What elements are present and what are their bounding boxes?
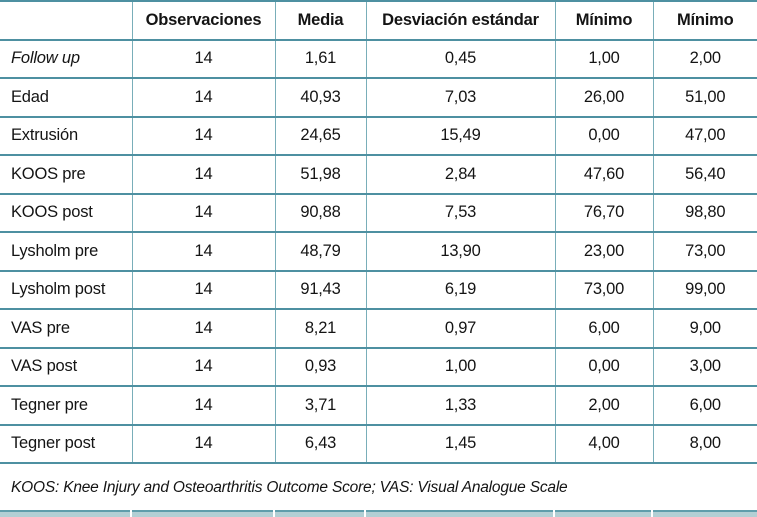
cell-minimo-2: 73,00 (652, 232, 757, 272)
cell-observaciones: 14 (131, 309, 275, 349)
row-label-cell: KOOS pre (0, 155, 132, 195)
cell-minimo: 2,00 (554, 386, 653, 426)
cell-minimo-2: 51,00 (652, 78, 757, 118)
next-table-band-segment (366, 510, 553, 517)
cell-media: 8,21 (274, 309, 366, 349)
cell-minimo: 47,60 (554, 155, 653, 195)
cell-minimo: 26,00 (554, 78, 653, 118)
table-row: Lysholm pre 14 48,79 13,90 23,00 73,00 (0, 232, 757, 272)
cell-media: 0,93 (274, 347, 366, 387)
row-label-cell: Lysholm pre (0, 232, 132, 272)
table-row: Tegner post 14 6,43 1,45 4,00 8,00 (0, 424, 757, 464)
row-label-cell: VAS pre (0, 309, 132, 349)
cell-minimo-2: 2,00 (652, 39, 757, 79)
cell-desviacion-estandar: 1,33 (365, 386, 555, 426)
next-table-band-segment (555, 510, 651, 517)
header-row: Observaciones Media Desviación estándar … (0, 1, 757, 41)
cell-media: 48,79 (274, 232, 366, 272)
table-row: VAS post 14 0,93 1,00 0,00 3,00 (0, 347, 757, 387)
cell-desviacion-estandar: 0,97 (365, 309, 555, 349)
cell-observaciones: 14 (131, 155, 275, 195)
cell-minimo-2: 3,00 (652, 347, 757, 387)
table-header: Observaciones Media Desviación estándar … (0, 1, 757, 41)
cell-minimo: 23,00 (554, 232, 653, 272)
cell-minimo: 1,00 (554, 39, 653, 79)
cell-observaciones: 14 (131, 424, 275, 464)
row-label-cell: Edad (0, 78, 132, 118)
row-label-cell: Tegner pre (0, 386, 132, 426)
col-header-minimo: Mínimo (554, 1, 653, 41)
cell-observaciones: 14 (131, 78, 275, 118)
cell-minimo: 76,70 (554, 193, 653, 233)
cell-media: 3,71 (274, 386, 366, 426)
cell-observaciones: 14 (131, 193, 275, 233)
cell-minimo: 0,00 (554, 116, 653, 156)
next-table-band-segment (132, 510, 273, 517)
table-row: Lysholm post 14 91,43 6,19 73,00 99,00 (0, 270, 757, 310)
row-label-cell: Tegner post (0, 424, 132, 464)
cell-minimo: 73,00 (554, 270, 653, 310)
row-label-cell: Extrusión (0, 116, 132, 156)
cell-media: 6,43 (274, 424, 366, 464)
row-label-cell: Lysholm post (0, 270, 132, 310)
col-header-observaciones: Observaciones (131, 1, 275, 41)
cell-minimo-2: 6,00 (652, 386, 757, 426)
next-table-band-segment (275, 510, 364, 517)
cell-desviacion-estandar: 1,00 (365, 347, 555, 387)
table-footnote: KOOS: Knee Injury and Osteoarthritis Out… (11, 479, 568, 496)
cell-media: 51,98 (274, 155, 366, 195)
cell-desviacion-estandar: 13,90 (365, 232, 555, 272)
col-header-media: Media (274, 1, 366, 41)
next-table-band-segment (0, 510, 130, 517)
row-label-cell: KOOS post (0, 193, 132, 233)
cell-observaciones: 14 (131, 347, 275, 387)
cell-observaciones: 14 (131, 386, 275, 426)
cell-minimo: 0,00 (554, 347, 653, 387)
cell-media: 40,93 (274, 78, 366, 118)
table-body: Follow up 14 1,61 0,45 1,00 2,00 Edad 14… (0, 39, 757, 464)
table-row: VAS pre 14 8,21 0,97 6,00 9,00 (0, 309, 757, 349)
table-row: Follow up 14 1,61 0,45 1,00 2,00 (0, 39, 757, 79)
cell-minimo-2: 99,00 (652, 270, 757, 310)
cell-media: 90,88 (274, 193, 366, 233)
next-table-top-band (0, 510, 757, 517)
cell-media: 24,65 (274, 116, 366, 156)
col-header-minimo-2: Mínimo (652, 1, 757, 41)
table-row: KOOS pre 14 51,98 2,84 47,60 56,40 (0, 155, 757, 195)
cell-desviacion-estandar: 7,03 (365, 78, 555, 118)
cell-desviacion-estandar: 6,19 (365, 270, 555, 310)
cell-observaciones: 14 (131, 232, 275, 272)
cell-observaciones: 14 (131, 270, 275, 310)
cell-minimo-2: 56,40 (652, 155, 757, 195)
col-header-desviacion-estandar: Desviación estándar (365, 1, 555, 41)
cell-desviacion-estandar: 0,45 (365, 39, 555, 79)
table-row: Tegner pre 14 3,71 1,33 2,00 6,00 (0, 386, 757, 426)
cell-observaciones: 14 (131, 116, 275, 156)
cell-desviacion-estandar: 7,53 (365, 193, 555, 233)
cell-minimo: 6,00 (554, 309, 653, 349)
cell-minimo-2: 9,00 (652, 309, 757, 349)
cell-media: 91,43 (274, 270, 366, 310)
col-header-empty (0, 1, 132, 41)
cell-minimo-2: 98,80 (652, 193, 757, 233)
table-row: Edad 14 40,93 7,03 26,00 51,00 (0, 78, 757, 118)
table-row: Extrusión 14 24,65 15,49 0,00 47,00 (0, 116, 757, 156)
cell-minimo-2: 8,00 (652, 424, 757, 464)
cell-minimo-2: 47,00 (652, 116, 757, 156)
descriptive-statistics-table: Observaciones Media Desviación estándar … (0, 0, 757, 464)
table-row: KOOS post 14 90,88 7,53 76,70 98,80 (0, 193, 757, 233)
next-table-band-segment (653, 510, 757, 517)
row-label-cell: Follow up (0, 39, 132, 79)
cell-observaciones: 14 (131, 39, 275, 79)
cell-minimo: 4,00 (554, 424, 653, 464)
cell-desviacion-estandar: 15,49 (365, 116, 555, 156)
row-label-cell: VAS post (0, 347, 132, 387)
cell-media: 1,61 (274, 39, 366, 79)
cell-desviacion-estandar: 2,84 (365, 155, 555, 195)
cell-desviacion-estandar: 1,45 (365, 424, 555, 464)
